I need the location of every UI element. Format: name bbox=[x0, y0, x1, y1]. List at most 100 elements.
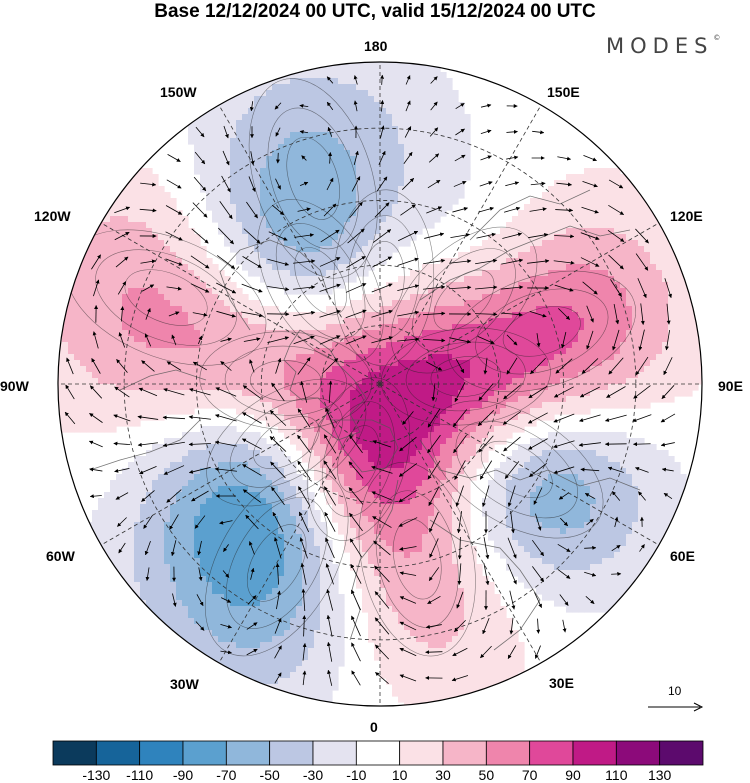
colorbar-swatch bbox=[269, 740, 314, 766]
wind-vector bbox=[274, 645, 282, 659]
wind-vector bbox=[65, 384, 75, 400]
wind-vector bbox=[581, 206, 599, 214]
wind-vector bbox=[319, 283, 341, 292]
wind-vector bbox=[424, 232, 445, 239]
wind-vector bbox=[115, 256, 129, 268]
wind-vector bbox=[326, 76, 334, 84]
wind-vector bbox=[455, 128, 465, 136]
wind-vector bbox=[606, 386, 626, 398]
coastline-segment bbox=[283, 329, 367, 441]
wind-vector bbox=[454, 382, 466, 403]
contour-ring bbox=[286, 137, 340, 220]
wind-vector bbox=[275, 357, 282, 374]
wind-vector bbox=[325, 563, 334, 585]
wind-vector bbox=[582, 181, 598, 188]
wind-vector bbox=[197, 540, 202, 556]
wind-vector bbox=[351, 589, 361, 611]
wind-vector bbox=[299, 537, 308, 559]
wind-vector bbox=[345, 309, 367, 319]
wind-vector bbox=[585, 596, 595, 604]
wind-vector bbox=[398, 230, 419, 242]
wind-vector bbox=[242, 412, 262, 424]
wind-vector bbox=[405, 100, 411, 112]
wind-vector bbox=[605, 414, 627, 422]
wind-vector bbox=[483, 537, 490, 560]
contour-ring bbox=[358, 461, 476, 657]
wind-vector bbox=[608, 357, 624, 375]
wind-vector bbox=[397, 257, 419, 266]
wind-vector bbox=[349, 538, 363, 558]
wind-vector bbox=[328, 152, 333, 164]
wind-vector bbox=[196, 594, 204, 607]
wind-vector bbox=[535, 513, 542, 531]
wind-vector bbox=[353, 150, 359, 165]
wind-vector bbox=[428, 153, 440, 163]
colorbar-tick-label: -110 bbox=[126, 767, 154, 783]
wind-vector bbox=[480, 155, 492, 161]
wind-vector bbox=[223, 544, 229, 552]
wind-vector bbox=[633, 385, 651, 399]
wind-vector bbox=[430, 101, 438, 111]
wind-vector bbox=[215, 414, 237, 422]
wind-vector bbox=[454, 619, 466, 633]
latitude-circle bbox=[260, 264, 500, 504]
wind-vector bbox=[302, 615, 307, 637]
wind-vector bbox=[507, 537, 517, 559]
coastline-segment bbox=[329, 419, 399, 473]
wind-vector bbox=[534, 645, 541, 659]
wind-vector bbox=[557, 569, 571, 579]
wind-vector bbox=[635, 253, 649, 271]
wind-vector bbox=[503, 436, 521, 452]
wind-vector bbox=[328, 380, 333, 404]
reference-vector-label: 10 bbox=[668, 684, 682, 698]
wind-vector bbox=[299, 129, 309, 134]
contour-ring bbox=[502, 306, 581, 357]
lon-label-0: 0 bbox=[370, 719, 378, 735]
wind-vector bbox=[167, 154, 181, 162]
wind-vector bbox=[216, 282, 237, 294]
map-title: Base 12/12/2024 00 UTC, valid 15/12/2024… bbox=[154, 1, 596, 22]
wind-vector bbox=[633, 442, 651, 447]
wind-vector bbox=[242, 385, 262, 399]
colorbar-swatch bbox=[225, 740, 271, 766]
wind-vector bbox=[380, 125, 385, 139]
wind-vector bbox=[345, 335, 367, 345]
wind-vector bbox=[398, 489, 418, 503]
graticule-lines bbox=[58, 62, 702, 706]
wind-vector bbox=[455, 358, 465, 374]
colorbar-swatch bbox=[529, 740, 574, 766]
wind-vector bbox=[457, 563, 462, 585]
lon-label-90w: 90W bbox=[0, 378, 29, 394]
wind-vector bbox=[506, 155, 519, 160]
wind-vector bbox=[553, 440, 575, 449]
wind-vector bbox=[528, 462, 547, 478]
wind-vector bbox=[299, 181, 309, 187]
wind-vector bbox=[118, 542, 126, 554]
wind-vector bbox=[431, 383, 436, 402]
wind-vector bbox=[89, 467, 103, 472]
wind-vector bbox=[249, 359, 255, 373]
wind-vector bbox=[117, 281, 127, 295]
wind-vector bbox=[372, 516, 392, 528]
wind-vector bbox=[452, 206, 468, 213]
wind-vector bbox=[301, 588, 306, 611]
wind-vector bbox=[166, 286, 182, 291]
coastline-segment bbox=[469, 189, 591, 241]
wind-vector bbox=[449, 337, 472, 344]
wind-vector bbox=[374, 644, 390, 660]
meridian-line bbox=[100, 383, 381, 546]
wind-vector bbox=[216, 255, 236, 269]
wind-vector bbox=[271, 486, 285, 506]
wind-vector bbox=[397, 284, 420, 292]
contour-ring bbox=[348, 215, 420, 341]
wind-vector bbox=[325, 407, 335, 429]
wind-vector bbox=[214, 467, 237, 472]
reference-vector: 10 bbox=[646, 684, 706, 714]
wind-vector bbox=[319, 309, 341, 318]
wind-vector bbox=[297, 357, 311, 375]
wind-vector bbox=[475, 258, 498, 265]
wind-vector bbox=[93, 279, 100, 297]
contour-ring bbox=[95, 249, 237, 346]
wind-vector bbox=[91, 254, 101, 270]
wind-vector bbox=[557, 543, 571, 553]
